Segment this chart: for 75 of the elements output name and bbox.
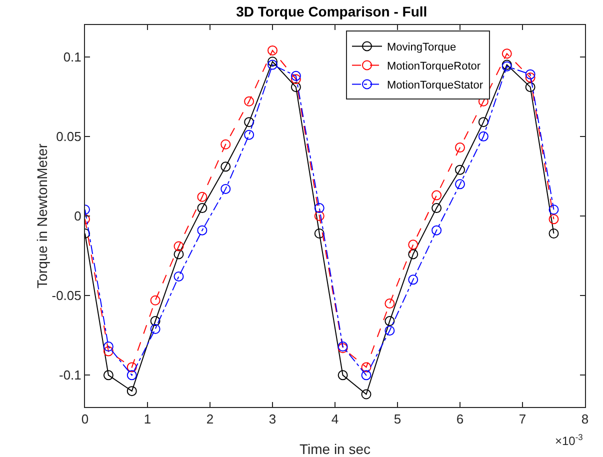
point — [408, 240, 418, 250]
point — [525, 72, 536, 83]
point — [361, 370, 372, 380]
x-tick-label: 7 — [518, 412, 526, 427]
point — [268, 60, 278, 70]
x-tick-label: 3 — [268, 412, 276, 427]
point — [548, 214, 559, 224]
point — [126, 362, 137, 372]
x-tick-label: 5 — [394, 412, 402, 427]
point — [432, 203, 442, 214]
point — [408, 274, 418, 285]
y-tick-label: -0.1 — [58, 368, 82, 383]
point — [244, 117, 254, 128]
point — [268, 56, 278, 67]
point — [290, 74, 301, 84]
point — [174, 249, 184, 260]
point — [244, 130, 254, 140]
point — [408, 249, 418, 260]
point — [455, 164, 465, 175]
point — [432, 190, 442, 200]
point — [384, 316, 395, 326]
legend-label: MotionTorqueStator — [387, 80, 484, 92]
x-tick-label: 4 — [331, 412, 339, 427]
point — [384, 326, 395, 336]
point — [361, 389, 372, 400]
point — [150, 324, 160, 334]
text: ×10$^{-3}$ — [555, 432, 584, 448]
x-tick-label: 1 — [144, 412, 152, 427]
point — [361, 362, 372, 372]
x-tick-label: 8 — [581, 412, 589, 427]
legend-label: MovingTorque — [387, 42, 456, 54]
x-tick-label: 2 — [206, 412, 214, 427]
point — [220, 139, 231, 150]
point — [126, 370, 137, 380]
point — [103, 346, 114, 356]
point — [174, 271, 184, 282]
point — [314, 203, 324, 214]
point — [244, 96, 254, 106]
y-tick-label: 0.1 — [63, 49, 82, 64]
point — [290, 82, 301, 92]
point — [126, 386, 137, 396]
y-tick-label: 0 — [74, 208, 82, 224]
point — [478, 117, 488, 128]
point — [174, 241, 184, 252]
legend-label: MotionTorqueRotor — [387, 60, 481, 73]
point — [290, 70, 301, 81]
point — [525, 82, 536, 92]
point — [220, 162, 231, 172]
point — [314, 211, 324, 221]
point — [314, 228, 324, 239]
y-tick-label: -0.05 — [52, 288, 82, 304]
chart-title: 3D Torque Comparison - Full — [236, 4, 428, 20]
point — [455, 179, 465, 190]
point — [103, 342, 114, 352]
point — [268, 45, 278, 56]
y-axis-title: Torque in NewtonMeter — [34, 143, 50, 288]
point — [548, 228, 559, 239]
point — [455, 142, 465, 153]
point — [502, 48, 512, 59]
point — [150, 295, 160, 306]
point — [103, 370, 114, 380]
point — [384, 298, 395, 309]
point — [338, 370, 348, 380]
x-tick-label: 6 — [456, 412, 464, 427]
point — [525, 69, 536, 80]
point — [197, 203, 208, 214]
point — [197, 225, 208, 236]
point — [432, 225, 442, 236]
point — [197, 192, 208, 202]
point — [478, 131, 488, 142]
point — [220, 184, 231, 194]
point — [548, 204, 559, 215]
point — [150, 316, 160, 326]
y-tick-label: 0.05 — [56, 128, 82, 144]
x-axis-title: Time in sec — [299, 441, 371, 457]
